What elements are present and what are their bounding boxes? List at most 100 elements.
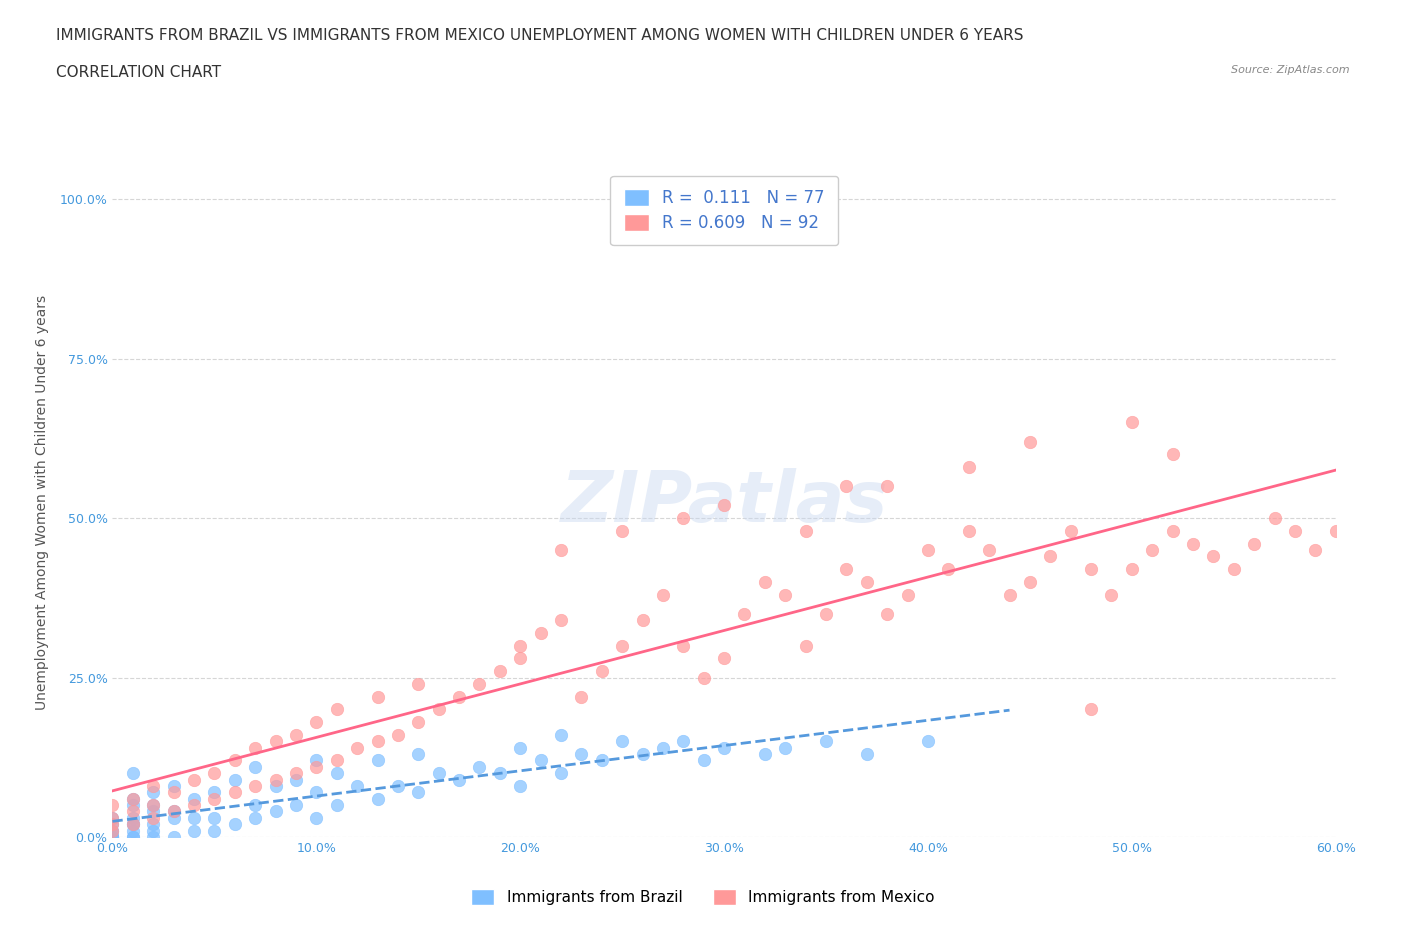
Point (204, 785, 226, 800)
Point (529, 626, 551, 641)
Point (775, 740, 797, 755)
Point (1161, 447, 1184, 462)
Point (591, 664, 613, 679)
Point (387, 727, 409, 742)
Point (142, 817, 165, 831)
Point (652, 740, 675, 755)
Point (468, 676, 491, 691)
Point (264, 734, 287, 749)
Point (245, 760, 267, 775)
Point (305, 760, 328, 775)
Point (183, 772, 205, 787)
Point (1264, 511, 1286, 525)
Point (1243, 537, 1265, 551)
Point (571, 689, 593, 704)
Point (1284, 524, 1306, 538)
Point (224, 785, 246, 800)
Point (284, 772, 308, 787)
Point (427, 765, 450, 780)
Point (957, 459, 980, 474)
Text: IMMIGRANTS FROM BRAZIL VS IMMIGRANTS FROM MEXICO UNEMPLOYMENT AMONG WOMEN WITH C: IMMIGRANTS FROM BRAZIL VS IMMIGRANTS FRO… (56, 28, 1024, 43)
Point (326, 702, 349, 717)
Point (366, 753, 388, 768)
Point (1305, 542, 1327, 557)
Point (204, 791, 226, 806)
Point (326, 765, 349, 780)
Point (957, 524, 980, 538)
Point (101, 823, 124, 838)
Point (855, 747, 877, 762)
Point (346, 778, 368, 793)
Point (1018, 434, 1040, 449)
Point (387, 778, 409, 793)
Point (284, 727, 308, 742)
Point (142, 785, 165, 800)
Point (122, 830, 145, 844)
Point (305, 785, 328, 800)
Point (326, 798, 349, 813)
Point (998, 587, 1021, 602)
Point (305, 810, 328, 825)
Point (1181, 537, 1204, 551)
Point (101, 817, 124, 831)
Point (346, 740, 368, 755)
Legend: R =  0.111   N = 77, R = 0.609   N = 92: R = 0.111 N = 77, R = 0.609 N = 92 (610, 176, 838, 246)
Point (794, 638, 817, 653)
Point (794, 524, 817, 538)
Point (326, 753, 349, 768)
Point (245, 798, 267, 813)
Point (1161, 524, 1184, 538)
Point (876, 479, 898, 494)
Point (672, 734, 695, 749)
Point (122, 798, 145, 813)
Point (204, 823, 226, 838)
Point (550, 613, 572, 628)
Point (305, 715, 328, 730)
Point (183, 810, 205, 825)
Point (631, 613, 654, 628)
Point (754, 575, 776, 590)
Point (509, 651, 531, 666)
Point (366, 689, 388, 704)
Point (101, 823, 124, 838)
Point (183, 798, 205, 813)
Point (408, 747, 430, 762)
Point (245, 740, 267, 755)
Point (468, 760, 491, 775)
Point (775, 587, 797, 602)
Point (305, 753, 328, 768)
Point (122, 804, 145, 819)
Point (101, 830, 124, 844)
Point (122, 817, 145, 831)
Point (631, 747, 654, 762)
Point (101, 830, 124, 844)
Point (447, 689, 470, 704)
Point (408, 676, 430, 691)
Point (101, 830, 124, 844)
Point (183, 791, 205, 806)
Point (734, 606, 756, 621)
Point (142, 798, 165, 813)
Point (1080, 562, 1102, 577)
Point (122, 791, 145, 806)
Point (264, 778, 287, 793)
Point (427, 702, 450, 717)
Point (610, 638, 633, 653)
Point (101, 810, 124, 825)
Point (855, 575, 877, 590)
Point (142, 810, 165, 825)
Point (163, 830, 186, 844)
Point (101, 798, 124, 813)
Point (1121, 415, 1143, 430)
Point (142, 823, 165, 838)
Point (917, 542, 939, 557)
Point (1018, 575, 1040, 590)
Point (876, 606, 898, 621)
Point (652, 587, 675, 602)
Point (550, 765, 572, 780)
Point (366, 734, 388, 749)
Point (204, 810, 226, 825)
Point (1039, 549, 1062, 564)
Point (122, 791, 145, 806)
Point (224, 772, 246, 787)
